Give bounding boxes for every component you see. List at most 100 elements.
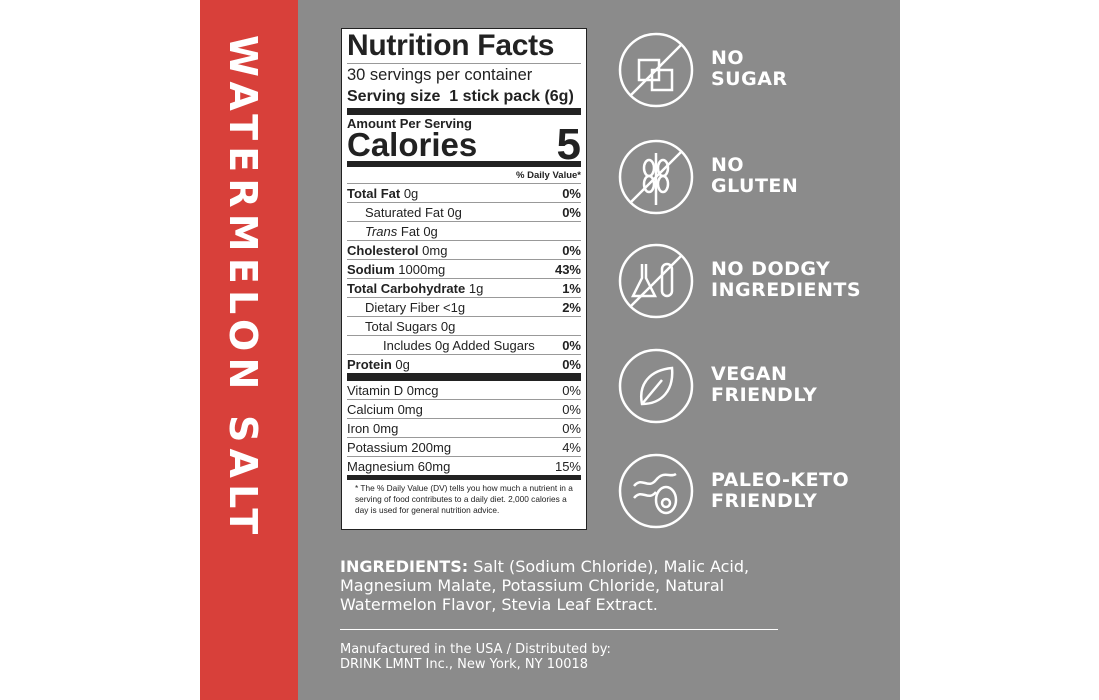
name: Total Sugars xyxy=(365,318,438,334)
row: Saturated Fat 0g 0% xyxy=(347,202,581,221)
label: Serving size xyxy=(347,88,441,105)
amount: 0mg xyxy=(422,242,448,258)
calories-value: 5 xyxy=(556,120,581,169)
row: Cholesterol 0mg 0% xyxy=(347,240,581,259)
side-band xyxy=(200,0,298,700)
name: Includes 0g Added Sugars xyxy=(383,337,535,353)
value: 1 stick pack (6g) xyxy=(449,88,574,105)
badge-line: FRIENDLY xyxy=(711,490,818,512)
badge-line: GLUTEN xyxy=(711,175,799,197)
dv: 0% xyxy=(562,337,581,353)
dv: 4% xyxy=(562,439,581,455)
manufacturer-line: DRINK LMNT Inc., New York, NY 10018 xyxy=(340,657,589,672)
row: Vitamin D 0mcg 0% xyxy=(347,381,581,399)
row: Total Fat 0g 0% xyxy=(347,183,581,202)
bar xyxy=(347,108,581,115)
amount: 0g xyxy=(395,356,410,372)
badge: NO DODGY INGREDIENTS xyxy=(711,259,861,301)
badge-line: NO xyxy=(711,154,745,176)
name: Total Fat xyxy=(347,185,401,201)
bar xyxy=(347,373,581,381)
badge-line: INGREDIENTS xyxy=(711,279,862,301)
dv: 0% xyxy=(562,242,581,258)
badge-line: SUGAR xyxy=(711,68,788,90)
calories: Calories 5 xyxy=(347,120,581,169)
badge-line: VEGAN xyxy=(711,363,788,385)
badge-line: FRIENDLY xyxy=(711,384,818,406)
icon-gluten xyxy=(618,139,694,215)
badge: VEGAN FRIENDLY xyxy=(711,364,817,406)
row: Trans Fat 0g xyxy=(347,221,581,240)
dv: 0% xyxy=(562,401,581,417)
footnote: * The % Daily Value (DV) tells you how m… xyxy=(355,483,573,515)
name: Fat xyxy=(400,223,420,239)
ingredients-label: INGREDIENTS: xyxy=(340,557,469,576)
dv: 0% xyxy=(562,382,581,398)
name: Vitamin D 0mcg xyxy=(347,382,439,398)
name: Saturated Fat xyxy=(365,204,444,220)
icon-paleo xyxy=(618,453,694,529)
nutrition-facts: Nutrition Facts 30 servings per containe… xyxy=(341,28,587,530)
dv: 0% xyxy=(562,204,581,220)
bar xyxy=(347,161,581,167)
row: Potassium 200mg 4% xyxy=(347,437,581,456)
name: Potassium 200mg xyxy=(347,439,452,455)
calories-label: Calories xyxy=(347,126,478,163)
row: Dietary Fiber <1g 2% xyxy=(347,297,581,316)
name: Cholesterol xyxy=(347,242,419,258)
badge-line: PALEO-KETO xyxy=(711,469,850,491)
amount: 0g xyxy=(447,204,462,220)
dv-header: % Daily Value* xyxy=(516,170,581,181)
dv: 43% xyxy=(554,261,581,277)
row: Protein 0g 0% xyxy=(347,354,581,373)
dv: 2% xyxy=(562,299,581,315)
badge-line: NO xyxy=(711,47,745,69)
nf-title: Nutrition Facts xyxy=(347,29,555,62)
row: Sodium 1000mg 43% xyxy=(347,259,581,278)
amount: 0g xyxy=(403,185,419,201)
row: Includes 0g Added Sugars 0% xyxy=(347,335,581,354)
badge-icons xyxy=(618,32,694,529)
name: Protein xyxy=(347,356,392,372)
row: Total Carbohydrate 1g 1% xyxy=(347,278,581,297)
badge: NO GLUTEN xyxy=(711,155,798,197)
manufacturer: Manufactured in the USA / Distributed by… xyxy=(340,642,611,672)
prefix: Trans xyxy=(365,223,398,239)
servings: 30 servings per container xyxy=(347,63,581,86)
name: Calcium 0mg xyxy=(347,401,423,417)
amount: 0g xyxy=(423,223,438,239)
serving-size: Serving size 1 stick pack (6g) xyxy=(347,86,581,108)
dv: 1% xyxy=(562,280,581,296)
row: Magnesium 60mg 15% xyxy=(347,456,581,475)
amount: 1g xyxy=(468,280,484,296)
ingredients-text: Salt (Sodium Chloride), Malic Acid, Magn… xyxy=(340,557,750,614)
badge: PALEO-KETO FRIENDLY xyxy=(711,470,849,512)
amount-per-serving: Amount Per Serving xyxy=(347,116,472,131)
row: Iron 0mg 0% xyxy=(347,418,581,437)
name: Dietary Fiber xyxy=(365,299,440,315)
badge-line: NO DODGY xyxy=(711,258,831,280)
row: Total Sugars 0g xyxy=(347,316,581,335)
badge: NO SUGAR xyxy=(711,48,788,90)
name: Magnesium 60mg xyxy=(347,458,451,474)
dv: 0% xyxy=(562,356,581,372)
dv: 15% xyxy=(554,458,581,474)
manufacturer-line: Manufactured in the USA / Distributed by… xyxy=(340,642,611,657)
dv: 0% xyxy=(562,420,581,436)
row: Calcium 0mg 0% xyxy=(347,399,581,418)
side-label: WATERMELON SALT xyxy=(221,35,265,541)
icon-ingredients xyxy=(618,243,694,319)
ingredients: INGREDIENTS: Salt (Sodium Chloride), Mal… xyxy=(340,557,760,614)
amount: 1000mg xyxy=(398,261,446,277)
name: Sodium xyxy=(347,261,395,277)
divider xyxy=(340,629,778,630)
icon-vegan xyxy=(618,348,694,424)
dv: 0% xyxy=(562,185,581,201)
name: Iron 0mg xyxy=(347,420,399,436)
name: Total Carbohydrate xyxy=(347,280,466,296)
icon-sugar xyxy=(618,32,694,108)
amount: 0g xyxy=(440,318,456,334)
amount: <1g xyxy=(443,299,466,315)
bar xyxy=(347,475,581,480)
